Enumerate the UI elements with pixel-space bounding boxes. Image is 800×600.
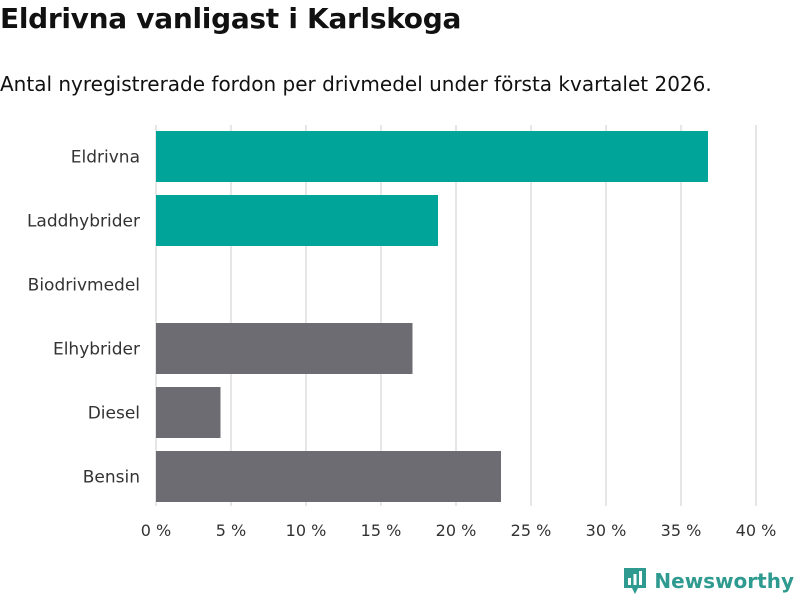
x-tick-label: 10 % (286, 521, 327, 540)
x-tick-label: 40 % (736, 521, 777, 540)
newsworthy-logo-icon (624, 568, 647, 594)
chart-subtitle: Antal nyregistrerade fordon per drivmede… (0, 72, 712, 96)
x-tick-label: 5 % (216, 521, 246, 540)
chart-title: Eldrivna vanligast i Karlskoga (0, 2, 462, 35)
bar-elhybrider (156, 323, 413, 374)
category-label: Elhybrider (53, 340, 140, 360)
x-tick-label: 25 % (511, 521, 552, 540)
bar-bensin (156, 451, 501, 502)
category-labels: Eldrivna Laddhybrider Biodrivmedel Elhybrid… (27, 148, 140, 488)
category-label: Eldrivna (71, 148, 140, 168)
brand-name: Newsworthy (654, 569, 794, 593)
bar-eldrivna (156, 131, 708, 182)
category-label: Bensin (83, 468, 140, 488)
bar-diesel (156, 387, 221, 438)
x-tick-label: 15 % (361, 521, 402, 540)
bars (156, 131, 708, 502)
x-tick-labels: 0 % 5 % 10 % 15 % 20 % 25 % 30 % 35 % 40 % (141, 521, 777, 540)
grid-lines (155, 125, 757, 506)
category-label: Biodrivmedel (28, 276, 140, 296)
brand-logo: Newsworthy (622, 566, 794, 596)
bar-laddhybrider (156, 195, 438, 246)
x-tick-label: 0 % (141, 521, 171, 540)
x-tick-label: 20 % (436, 521, 477, 540)
x-tick-label: 30 % (586, 521, 627, 540)
x-tick-label: 35 % (661, 521, 702, 540)
category-label: Diesel (88, 404, 140, 424)
category-label: Laddhybrider (27, 212, 140, 232)
